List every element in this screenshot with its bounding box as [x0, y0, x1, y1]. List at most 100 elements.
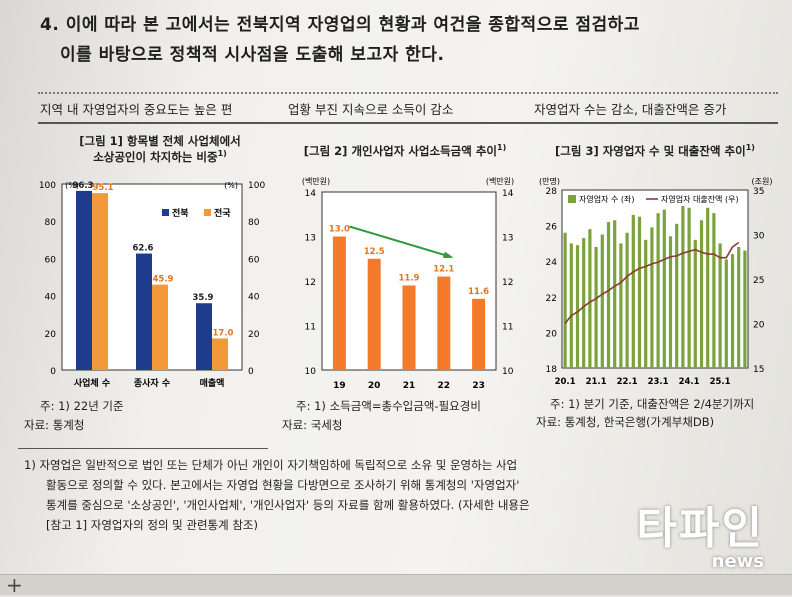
fig3-bar — [699, 220, 704, 368]
fig3-source: 자료: 통계청, 한국은행(가계부채DB) — [536, 415, 715, 429]
fig3-bar — [706, 207, 710, 368]
fig1-ytick-left: 20 — [45, 330, 57, 340]
fig2-xtick: 19 — [333, 381, 346, 391]
fig2-bar — [367, 258, 381, 370]
fig2-data-label: 13.0 — [329, 225, 350, 235]
fig3-ytick-left: 26 — [546, 223, 558, 233]
fig1-legend-swatch — [204, 209, 211, 216]
fig1-title-line2: 소상공인이 차지하는 비중 — [93, 150, 218, 164]
fig3-bar — [693, 239, 697, 368]
fig3-ytick-left: 24 — [546, 258, 558, 268]
footnote-rule — [18, 448, 268, 449]
fig3-ytick-left: 20 — [546, 329, 558, 339]
footnote-line-2: 활동으로 정의할 수 있다. 본고에서는 자영업 현황을 다방면으로 조사하기 … — [46, 478, 520, 492]
band-left-text: 지역 내 자영업자의 중요도는 높은 편 — [40, 102, 233, 117]
fig1-ytick-left: 100 — [39, 181, 56, 191]
fig2-bar — [437, 276, 451, 370]
fig3-bar — [662, 209, 666, 368]
fig3-bar — [644, 239, 648, 368]
fig3-note: 주: 1) 분기 기준, 대출잔액은 2/4분기까지 — [550, 397, 755, 411]
fig3-xtick: 21.1 — [586, 377, 607, 387]
fig2-trend-arrow — [349, 225, 451, 258]
fig3-title-text: [그림 3] 자영업자 수 및 대출잔액 추이 — [555, 144, 746, 158]
fig3-bar — [718, 243, 722, 368]
fig1-data-label: 62.6 — [133, 244, 154, 254]
fig1-ytick-right: 100 — [248, 181, 265, 191]
fig1-ytick-left: 60 — [45, 255, 57, 265]
fig1-title-sup: 1) — [217, 149, 227, 159]
fig3-xtick: 25.1 — [710, 377, 731, 387]
fig1-bar-national — [92, 193, 108, 370]
footnote-line-3: 통계를 중심으로 '소상공인', '개인사업체', '개인사업자' 등의 자료를… — [46, 498, 530, 512]
fig2-ytick-left: 14 — [305, 189, 317, 199]
fig3-ytick-right: 25 — [753, 276, 764, 286]
fig1-data-label: 45.9 — [153, 275, 174, 285]
watermark-brand: 타파인 — [636, 503, 764, 554]
fig2-bar — [402, 285, 416, 370]
fig2-ytick-right: 11 — [502, 323, 513, 333]
fig2-ytick-right: 13 — [502, 234, 513, 244]
fig1-xtick: 종사자 수 — [134, 377, 170, 389]
fig1-ytick-right: 80 — [248, 218, 260, 228]
fig3-bar — [737, 246, 741, 368]
add-sheet-icon[interactable]: + — [6, 573, 23, 597]
fig1-xtick: 사업체 수 — [74, 377, 110, 389]
fig3-title: [그림 3] 자영업자 수 및 대출잔액 추이1) — [530, 143, 780, 159]
fig1-ytick-right: 0 — [248, 367, 254, 377]
fig1-data-label: 96.3 — [73, 181, 94, 191]
fig1-data-label: 17.0 — [213, 328, 234, 338]
fig2-xtick: 21 — [403, 381, 416, 391]
fig1-legend-label: 전북 — [172, 207, 189, 219]
fig2-bar — [332, 236, 346, 370]
section-heading: 4. 이에 따라 본 고에서는 전북지역 자영업의 현황과 여건을 종합적으로 … — [40, 10, 780, 70]
fig3-yunit-right: (조원) — [752, 177, 773, 186]
fig2-bar — [472, 298, 486, 370]
watermark-logo: 타파인 news — [637, 506, 764, 572]
fig3-legend-bar-swatch — [568, 195, 576, 203]
fig3-bar — [600, 234, 604, 368]
fig3-bar — [681, 206, 685, 368]
fig3-xtick: 24.1 — [679, 377, 700, 387]
fig3-bar — [582, 238, 586, 368]
fig2-title-sup: 1) — [497, 143, 507, 153]
fig1-legend-label: 전국 — [214, 207, 231, 219]
footnote-line-1: 1) 자영업은 일반적으로 법인 또는 단체가 아닌 개인이 자기책임하에 독립… — [24, 458, 518, 472]
fig2-data-label: 12.1 — [433, 265, 454, 275]
footnote: 1) 자영업은 일반적으로 법인 또는 단체가 아닌 개인이 자기책임하에 독립… — [24, 455, 784, 535]
fig3-bar — [631, 214, 635, 368]
fig2-yunit-left: (백만원) — [302, 176, 330, 186]
fig2-source: 자료: 국세청 — [282, 418, 343, 432]
fig1-ytick-right: 40 — [248, 293, 260, 303]
fig3-loan-line — [564, 241, 740, 324]
fig3-bar — [712, 213, 716, 368]
fig2-ytick-right: 14 — [502, 189, 514, 199]
fig1-bar-jeonbuk — [136, 253, 152, 370]
band-right-text: 자영업자 수는 감소, 대출잔액은 증가 — [534, 102, 727, 117]
fig1-title: [그림 1] 항목별 전체 사업체에서 소상공인이 차지하는 비중1) — [40, 133, 280, 165]
fig3-ytick-left: 22 — [546, 294, 557, 304]
fig1-legend-swatch — [162, 209, 169, 216]
heading-line-1: 4. 이에 따라 본 고에서는 전북지역 자영업의 현황과 여건을 종합적으로 … — [40, 15, 640, 35]
fig3-ytick-left: 18 — [546, 365, 558, 375]
summary-band: 지역 내 자영업자의 중요도는 높은 편 업황 부진 지속으로 소득이 감소 자… — [38, 92, 778, 124]
fig3-bar — [613, 220, 617, 368]
fig3-bar — [619, 243, 623, 368]
fig3-ytick-right: 35 — [753, 187, 764, 197]
fig3-bar — [724, 259, 728, 368]
taskbar: + — [0, 573, 792, 597]
fig3-bar — [743, 250, 747, 368]
fig1-yunit-left: (%) — [65, 181, 79, 190]
fig2-note: 주: 1) 소득금액=총수입금액-필요경비 — [296, 399, 481, 413]
fig1-yunit-right: (%) — [224, 181, 238, 190]
fig2-ytick-right: 10 — [502, 367, 514, 377]
fig2-ytick-left: 10 — [305, 367, 317, 377]
fig1-ytick-left: 80 — [45, 218, 57, 228]
fig3-bar — [594, 246, 598, 368]
fig2-xtick: 22 — [438, 381, 451, 391]
fig2-ytick-right: 12 — [502, 278, 513, 288]
fig2-title: [그림 2] 개인사업자 사업소득금액 추이1) — [280, 143, 530, 159]
fig3-bar — [730, 254, 735, 368]
fig1-xtick: 매출액 — [200, 377, 225, 389]
fig3-xtick: 20.1 — [555, 377, 576, 387]
fig1-ytick-right: 20 — [248, 330, 260, 340]
